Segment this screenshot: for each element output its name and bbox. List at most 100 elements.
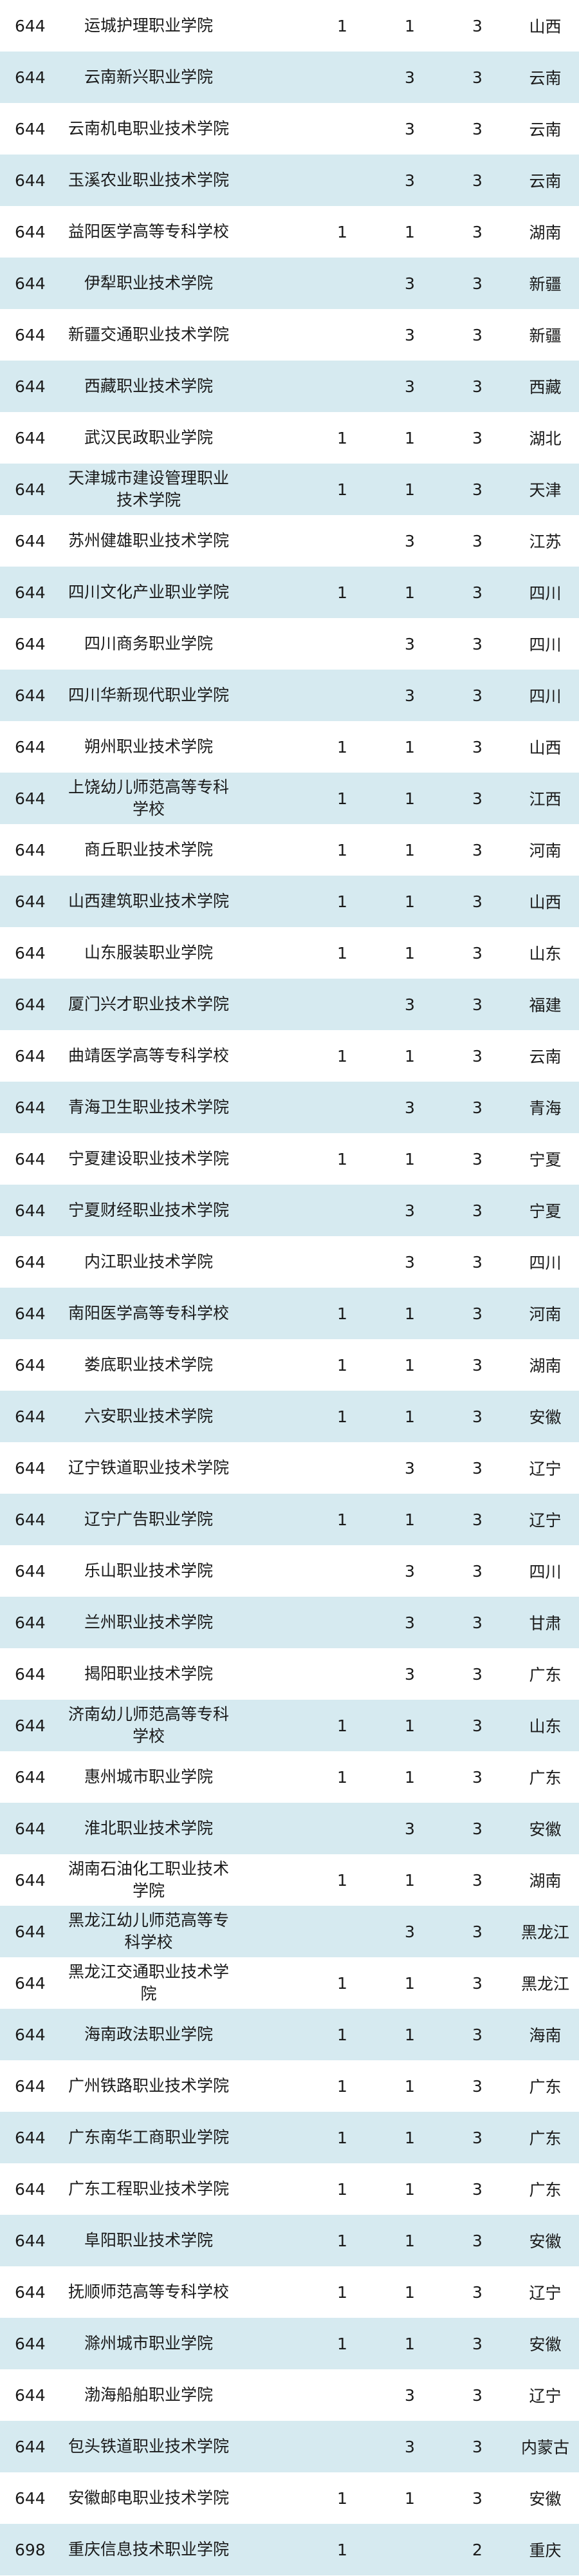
rank-cell: 644	[9, 1648, 53, 1700]
count-cell-2: 1	[394, 2472, 426, 2524]
rank-cell-text: 644	[15, 377, 46, 396]
count-cell-1	[326, 1545, 358, 1597]
school-name-cell-text: 四川华新现代职业学院	[68, 686, 229, 704]
school-name-cell-text: 阜阳职业技术学院	[84, 2231, 213, 2250]
province-cell-text: 广东	[529, 2129, 562, 2148]
rank-cell: 644	[9, 567, 53, 618]
count-cell-1	[326, 1236, 358, 1288]
count-cell-1-text: 1	[337, 480, 347, 499]
province-cell: 内蒙古	[515, 2421, 576, 2472]
school-name-cell: 伊犁职业技术学院	[62, 258, 235, 309]
count-cell-2: 3	[394, 1442, 426, 1494]
count-cell-3-text: 3	[472, 943, 482, 963]
school-name-cell-text: 广东工程职业技术学院	[68, 2179, 229, 2198]
school-name-cell-text: 苏州健雄职业技术学院	[68, 531, 229, 550]
table-row: 644 黑龙江幼儿师范高等专科学校 3 3 黑龙江	[0, 1906, 579, 1957]
school-name-cell: 宁夏财经职业技术学院	[62, 1185, 235, 1236]
count-cell-1	[326, 618, 358, 670]
table-row: 644 运城护理职业学院 1 1 3 山西	[0, 0, 579, 52]
count-cell-2-text: 3	[405, 634, 415, 653]
rank-cell: 644	[9, 1391, 53, 1442]
count-cell-1	[326, 2421, 358, 2472]
count-cell-1: 1	[326, 1030, 358, 1082]
school-name-cell-text: 宁夏财经职业技术学院	[68, 1201, 229, 1219]
school-name-cell-text: 云南机电职业技术学院	[68, 119, 229, 138]
count-cell-3-text: 3	[472, 892, 482, 911]
rank-cell: 644	[9, 2421, 53, 2472]
rank-cell-text: 644	[15, 2025, 46, 2044]
rank-cell: 644	[9, 206, 53, 258]
rank-cell-text: 644	[15, 1922, 46, 1941]
rank-cell-text: 644	[15, 68, 46, 87]
school-name-cell-text: 伊犁职业技术学院	[84, 274, 213, 292]
count-cell-2-text: 3	[405, 1252, 415, 1272]
count-cell-2: 3	[394, 103, 426, 155]
count-cell-2-text: 3	[405, 2385, 415, 2405]
rank-cell: 644	[9, 1339, 53, 1391]
count-cell-1-text: 1	[337, 428, 347, 447]
province-cell: 云南	[515, 1030, 576, 1082]
count-cell-3: 3	[461, 1957, 493, 2009]
count-cell-3: 3	[461, 2369, 493, 2421]
school-name-cell: 南阳医学高等专科学校	[62, 1288, 235, 1339]
table-row: 644 山西建筑职业技术学院 1 1 3 山西	[0, 876, 579, 927]
count-cell-2: 3	[394, 618, 426, 670]
count-cell-3: 3	[461, 2266, 493, 2318]
count-cell-2-text: 3	[405, 1561, 415, 1581]
rank-cell-text: 644	[15, 1098, 46, 1117]
count-cell-3-text: 3	[472, 789, 482, 808]
count-cell-2: 1	[394, 2163, 426, 2215]
province-cell: 四川	[515, 618, 576, 670]
school-name-cell-text: 抚顺师范高等专科学校	[68, 2282, 229, 2301]
school-name-cell: 黑龙江交通职业技术学院	[62, 1957, 235, 2009]
rank-cell: 644	[9, 876, 53, 927]
rank-cell-text: 644	[15, 531, 46, 550]
school-name-cell-text: 辽宁铁道职业技术学院	[68, 1458, 229, 1477]
count-cell-2-text: 1	[405, 1149, 415, 1169]
rank-cell: 644	[9, 2009, 53, 2060]
count-cell-3-text: 3	[472, 1046, 482, 1066]
province-cell-text: 西藏	[529, 378, 562, 397]
table-row: 644 朔州职业技术学院 1 1 3 山西	[0, 721, 579, 773]
rank-cell-text: 644	[15, 995, 46, 1014]
count-cell-2-text: 3	[405, 1201, 415, 1220]
table-row: 644 济南幼儿师范高等专科学校 1 1 3 山东	[0, 1700, 579, 1751]
school-name-cell: 四川文化产业职业学院	[62, 567, 235, 618]
table-row: 644 兰州职业技术学院 3 3 甘肃	[0, 1597, 579, 1648]
table-row: 644 广州铁路职业技术学院 1 1 3 广东	[0, 2060, 579, 2112]
table-row: 644 辽宁广告职业学院 1 1 3 辽宁	[0, 1494, 579, 1545]
count-cell-3: 3	[461, 206, 493, 258]
school-name-cell-text: 西藏职业技术学院	[84, 377, 213, 395]
province-cell: 四川	[515, 1545, 576, 1597]
count-cell-2: 1	[394, 2266, 426, 2318]
province-cell: 安徽	[515, 2318, 576, 2369]
table-row: 644 武汉民政职业学院 1 1 3 湖北	[0, 412, 579, 464]
rank-cell-text: 644	[15, 2385, 46, 2405]
count-cell-2: 3	[394, 52, 426, 103]
school-name-cell: 广东工程职业技术学院	[62, 2163, 235, 2215]
province-cell-text: 新疆	[529, 275, 562, 294]
count-cell-3-text: 3	[472, 1201, 482, 1220]
count-cell-2-text: 1	[405, 1973, 415, 1993]
count-cell-2: 3	[394, 2369, 426, 2421]
province-cell-text: 河南	[529, 841, 562, 860]
province-cell: 湖南	[515, 1854, 576, 1906]
province-cell-text: 宁夏	[529, 1151, 562, 1169]
province-cell-text: 辽宁	[529, 2284, 562, 2302]
count-cell-3: 3	[461, 2060, 493, 2112]
table-row: 644 四川商务职业学院 3 3 四川	[0, 618, 579, 670]
rank-cell: 644	[9, 1030, 53, 1082]
count-cell-2-text: 1	[405, 2334, 415, 2353]
count-cell-3-text: 3	[472, 1716, 482, 1735]
rank-cell: 644	[9, 309, 53, 361]
count-cell-1-text: 1	[337, 1767, 347, 1787]
rank-cell-text: 644	[15, 1716, 46, 1735]
count-cell-3: 3	[461, 0, 493, 52]
count-cell-2: 1	[394, 1339, 426, 1391]
rank-cell: 644	[9, 412, 53, 464]
school-name-cell: 黑龙江幼儿师范高等专科学校	[62, 1906, 235, 1957]
count-cell-3: 3	[461, 52, 493, 103]
school-name-cell-text: 黑龙江幼儿师范高等专科学校	[68, 1911, 229, 1951]
rank-cell: 644	[9, 2472, 53, 2524]
count-cell-2: 1	[394, 2060, 426, 2112]
